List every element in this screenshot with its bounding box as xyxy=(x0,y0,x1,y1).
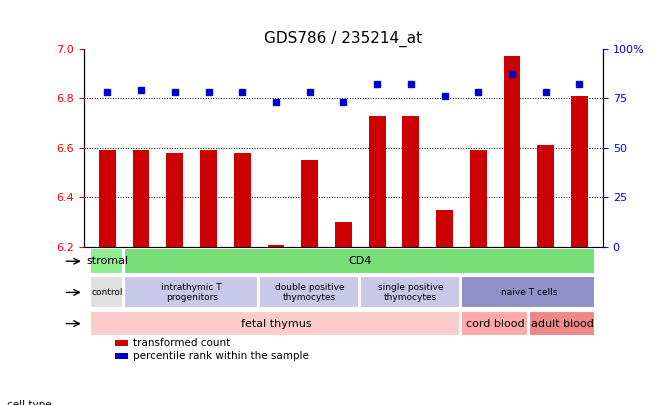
Text: cord blood: cord blood xyxy=(466,319,525,328)
Bar xyxy=(529,311,595,336)
Bar xyxy=(115,353,128,359)
Text: single positive
thymocytes: single positive thymocytes xyxy=(378,283,444,302)
Text: adult blood: adult blood xyxy=(531,319,594,328)
Text: CD4: CD4 xyxy=(348,256,372,266)
Text: intrathymic T
progenitors: intrathymic T progenitors xyxy=(161,283,222,302)
Bar xyxy=(302,160,318,247)
Bar xyxy=(200,150,217,247)
Bar xyxy=(133,150,149,247)
Bar xyxy=(504,56,521,247)
Bar xyxy=(90,311,460,336)
Bar xyxy=(259,277,359,308)
Bar xyxy=(436,210,453,247)
Title: GDS786 / 235214_at: GDS786 / 235214_at xyxy=(264,31,423,47)
Bar xyxy=(571,96,588,247)
Bar xyxy=(99,150,116,247)
Text: control: control xyxy=(92,288,123,297)
Bar xyxy=(90,277,123,308)
Bar xyxy=(360,277,460,308)
Bar xyxy=(166,153,183,247)
Bar xyxy=(335,222,352,247)
Bar xyxy=(115,341,128,346)
Bar xyxy=(267,245,284,247)
Bar xyxy=(470,150,486,247)
Bar xyxy=(403,115,419,247)
Bar xyxy=(537,145,554,247)
Bar xyxy=(462,277,595,308)
Bar xyxy=(90,249,123,274)
Text: cell type: cell type xyxy=(7,400,52,405)
Bar xyxy=(369,115,385,247)
Bar xyxy=(462,311,528,336)
Text: fetal thymus: fetal thymus xyxy=(241,319,312,328)
Bar xyxy=(124,277,258,308)
Text: stromal: stromal xyxy=(86,256,129,266)
Text: percentile rank within the sample: percentile rank within the sample xyxy=(133,351,309,361)
Bar xyxy=(234,153,251,247)
Text: double positive
thymocytes: double positive thymocytes xyxy=(275,283,344,302)
Text: naive T cells: naive T cells xyxy=(500,288,557,297)
Text: transformed count: transformed count xyxy=(133,339,230,348)
